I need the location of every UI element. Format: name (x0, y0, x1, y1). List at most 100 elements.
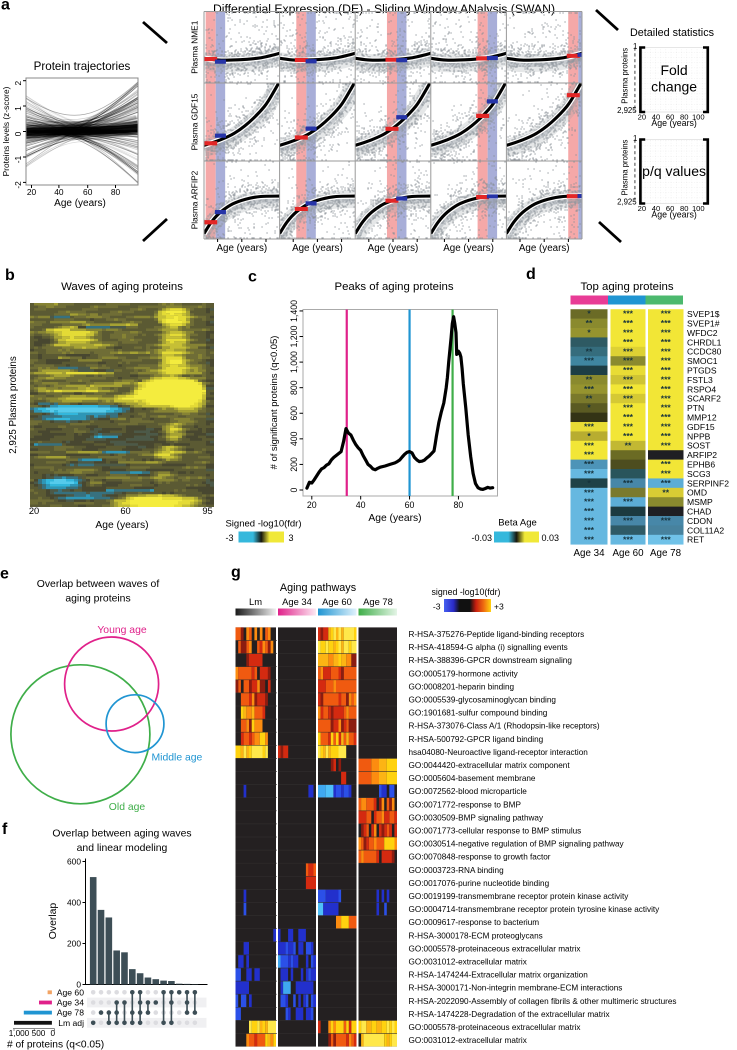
svg-text:Beta Age: Beta Age (498, 518, 537, 529)
svg-text:1: 1 (13, 106, 23, 111)
svg-text:***: *** (584, 534, 595, 544)
svg-text:WFDC2: WFDC2 (687, 328, 718, 338)
svg-text:COL11A2: COL11A2 (687, 525, 724, 535)
svg-text:100: 100 (692, 204, 705, 213)
svg-text:GO:0030509-BMP signaling pathw: GO:0030509-BMP signaling pathway (409, 813, 544, 822)
svg-text:MMP12: MMP12 (687, 413, 717, 423)
svg-text:***: *** (661, 412, 672, 422)
svg-text:***: *** (623, 431, 634, 441)
svg-text:SVEP1#: SVEP1# (687, 319, 720, 329)
svg-text:GO:0008201-heparin binding: GO:0008201-heparin binding (409, 682, 515, 691)
svg-text:2: 2 (13, 81, 23, 86)
svg-text:60: 60 (405, 500, 415, 510)
svg-text:aging proteins: aging proteins (65, 594, 130, 605)
svg-text:Age (years): Age (years) (651, 210, 697, 220)
svg-text:f: f (2, 821, 8, 838)
svg-text:***: *** (623, 375, 634, 385)
svg-text:***: *** (584, 422, 595, 432)
svg-text:SCG3: SCG3 (687, 469, 711, 479)
svg-text:Plasma ARFIP2: Plasma ARFIP2 (190, 170, 200, 229)
svg-text:95: 95 (202, 506, 212, 516)
svg-text:Differential Expression (DE) -: Differential Expression (DE) - Sliding W… (213, 2, 555, 16)
svg-text:***: *** (584, 469, 595, 479)
svg-text:20: 20 (638, 204, 646, 213)
svg-text:600: 600 (67, 857, 81, 867)
svg-text:GO:0031012-extracellular matri: GO:0031012-extracellular matrix (409, 1036, 527, 1045)
svg-text:GO:0005179-hormone activity: GO:0005179-hormone activity (409, 669, 519, 678)
svg-text:80: 80 (454, 500, 464, 510)
svg-text:SMOC1: SMOC1 (687, 356, 718, 366)
svg-text:EPHB6: EPHB6 (687, 460, 715, 470)
svg-text:R-HSA-1474228-Degradation of t: R-HSA-1474228-Degradation of the extrace… (409, 1010, 610, 1019)
svg-text:GO:0071773-cellular response t: GO:0071773-cellular response to BMP stim… (409, 827, 582, 836)
svg-text:***: *** (661, 516, 672, 526)
svg-text:*: * (587, 309, 591, 319)
svg-text:+3: +3 (494, 602, 504, 612)
svg-text:Plasma GDF15: Plasma GDF15 (190, 93, 200, 150)
svg-text:-0.03: -0.03 (471, 533, 492, 543)
svg-text:***: *** (623, 309, 634, 319)
svg-text:d: d (526, 266, 536, 283)
svg-text:Age (years): Age (years) (54, 198, 106, 209)
svg-text:***: *** (623, 346, 634, 356)
svg-text:*: * (587, 431, 591, 441)
svg-text:40: 40 (652, 112, 660, 121)
svg-text:***: *** (623, 412, 634, 422)
svg-text:***: *** (623, 478, 634, 488)
svg-text:R-HSA-1474244-Extracellular ma: R-HSA-1474244-Extracellular matrix organ… (409, 971, 589, 980)
svg-text:Overlap: Overlap (48, 903, 59, 940)
svg-text:0: 0 (76, 980, 81, 990)
svg-text:b: b (5, 267, 15, 284)
svg-text:*: * (587, 478, 591, 488)
svg-text:***: *** (661, 328, 672, 338)
svg-text:signed -log10(fdr): signed -log10(fdr) (432, 587, 501, 597)
svg-text:***: *** (623, 393, 634, 403)
svg-text:change: change (651, 78, 697, 94)
svg-text:***: *** (584, 440, 595, 450)
svg-text:***: *** (661, 431, 672, 441)
svg-text:Age (years): Age (years) (368, 513, 421, 524)
svg-text:R-HSA-500792-GPCR ligand bindi: R-HSA-500792-GPCR ligand binding (409, 735, 544, 744)
svg-text:***: *** (661, 469, 672, 479)
svg-text:500: 500 (32, 1029, 46, 1038)
svg-text:***: *** (661, 393, 672, 403)
svg-text:***: *** (661, 534, 672, 544)
svg-text:***: *** (623, 403, 634, 413)
svg-text:RSPO4: RSPO4 (687, 384, 716, 394)
svg-text:20: 20 (29, 506, 39, 516)
svg-text:p/q values: p/q values (642, 163, 706, 179)
svg-text:***: *** (623, 516, 634, 526)
svg-text:***: *** (623, 337, 634, 347)
svg-text:MSMP: MSMP (687, 497, 713, 507)
svg-text:Old age: Old age (109, 802, 146, 813)
svg-text:PTN: PTN (687, 403, 704, 413)
svg-text:GDF15: GDF15 (687, 422, 715, 432)
svg-text:***: *** (661, 309, 672, 319)
svg-text:200: 200 (289, 457, 299, 472)
svg-text:hsa04080-Neuroactive ligand-re: hsa04080-Neuroactive ligand-receptor int… (409, 748, 589, 757)
svg-text:20: 20 (307, 500, 317, 510)
svg-text:***: *** (661, 440, 672, 450)
svg-text:600: 600 (289, 406, 299, 421)
svg-text:Age 34: Age 34 (573, 548, 605, 559)
svg-text:***: *** (661, 365, 672, 375)
svg-text:e: e (0, 566, 9, 583)
svg-text:GO:0005604-basement membrane: GO:0005604-basement membrane (409, 774, 536, 783)
svg-text:20: 20 (27, 187, 37, 197)
svg-text:a: a (1, 0, 10, 14)
svg-text:***: *** (623, 534, 634, 544)
svg-text:***: *** (661, 384, 672, 394)
svg-text:1: 1 (633, 134, 637, 143)
svg-text:80: 80 (680, 112, 688, 121)
svg-text:-2: -2 (13, 181, 23, 189)
svg-text:800: 800 (289, 380, 299, 395)
svg-text:R-HSA-373076-Class A/1 (Rhodop: R-HSA-373076-Class A/1 (Rhodopsin-like r… (409, 722, 600, 731)
svg-text:1,400: 1,400 (289, 300, 299, 322)
svg-text:**: ** (586, 375, 593, 385)
svg-text:Age 78: Age 78 (363, 596, 393, 607)
svg-text:**: ** (625, 440, 632, 450)
svg-text:Proteins levels (z-score): Proteins levels (z-score) (1, 86, 11, 176)
svg-text:2,925: 2,925 (617, 106, 637, 115)
svg-text:***: *** (623, 328, 634, 338)
svg-text:***: *** (623, 384, 634, 394)
